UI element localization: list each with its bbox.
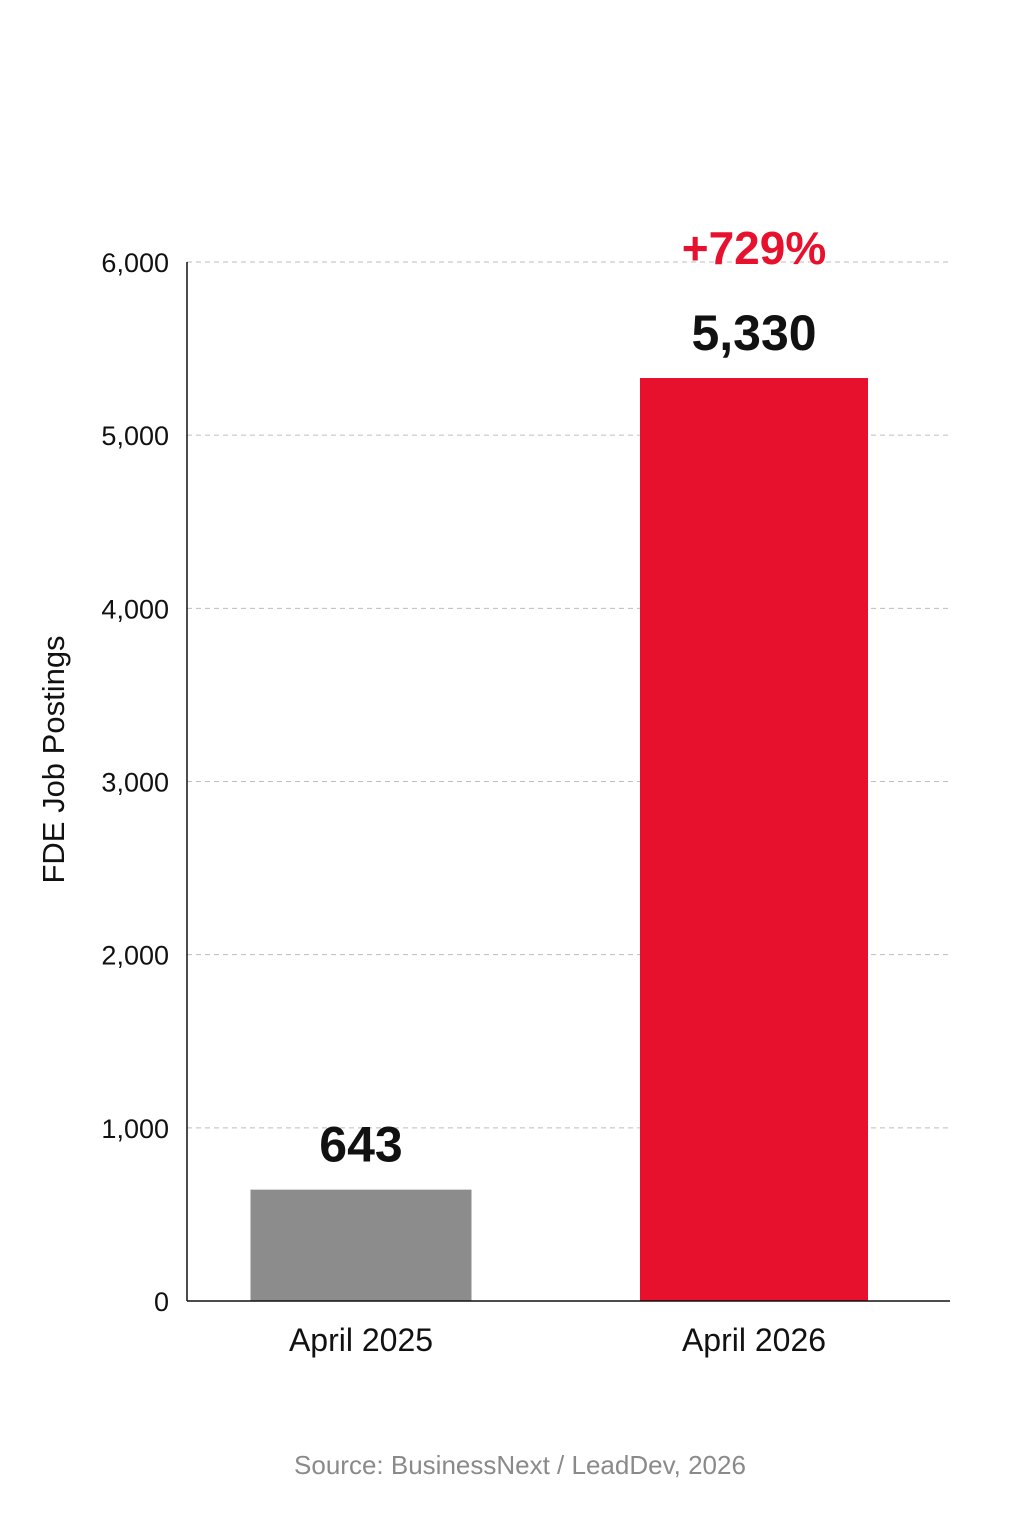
data-label: 643 xyxy=(319,1117,402,1173)
data-label: 5,330 xyxy=(691,305,816,361)
bars xyxy=(250,378,868,1301)
x-tick-label: April 2026 xyxy=(682,1322,826,1358)
y-tick-label: 4,000 xyxy=(101,594,169,624)
y-tick-labels: 0 1,000 2,000 3,000 4,000 5,000 6,000 xyxy=(101,248,169,1317)
y-tick-label: 3,000 xyxy=(101,768,169,798)
y-tick-label: 2,000 xyxy=(101,941,169,971)
bar-april-2025 xyxy=(250,1189,472,1301)
gridlines xyxy=(187,261,950,1129)
bar-april-2026 xyxy=(640,378,868,1301)
data-labels: 643 5,330 xyxy=(319,305,816,1173)
percent-change-annotation: +729% xyxy=(682,222,827,274)
source-note: Source: BusinessNext / LeadDev, 2026 xyxy=(294,1450,746,1480)
y-axis-title: FDE Job Postings xyxy=(36,635,71,883)
x-tick-labels: April 2025 April 2026 xyxy=(289,1322,826,1358)
y-tick-label: 0 xyxy=(154,1287,169,1317)
y-tick-label: 5,000 xyxy=(101,421,169,451)
y-tick-label: 6,000 xyxy=(101,248,169,278)
y-tick-label: 1,000 xyxy=(101,1114,169,1144)
axes xyxy=(186,262,950,1302)
x-tick-label: April 2025 xyxy=(289,1322,433,1358)
